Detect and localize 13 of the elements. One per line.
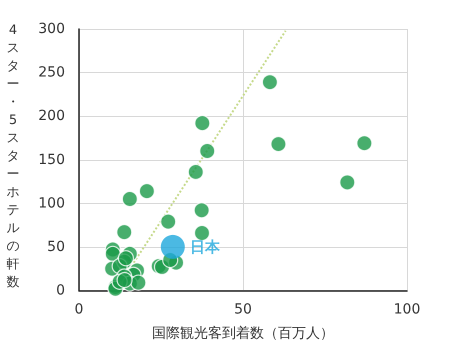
- series-label: 日本: [190, 238, 221, 256]
- y-tick-label: 0: [56, 282, 65, 298]
- x-tick-label: 0: [74, 302, 84, 318]
- y-tick-label: 300: [38, 21, 65, 37]
- y-tick-label: 250: [38, 64, 65, 81]
- x-tick-label: 100: [394, 302, 420, 318]
- x-tick-label: 50: [234, 302, 252, 318]
- y-tick-label: 150: [38, 152, 65, 168]
- y-tick-label: 50: [47, 238, 65, 255]
- y-tick-label: 200: [38, 108, 65, 124]
- y-tick-label: 100: [38, 195, 65, 212]
- x-axis-title: 国際観光客到着数（百万人）: [152, 326, 334, 342]
- text: 4スター・5スターホテルの軒数: [6, 23, 20, 290]
